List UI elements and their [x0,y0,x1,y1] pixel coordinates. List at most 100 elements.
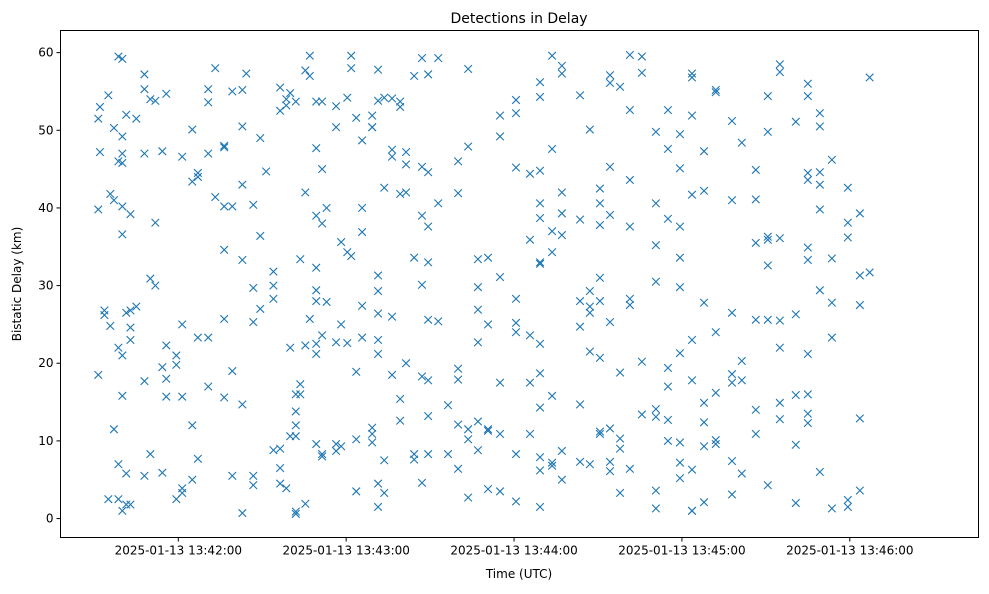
data-point [368,429,377,439]
data-point [301,499,310,508]
data-point [158,147,167,156]
data-point [269,267,278,276]
data-point [615,82,625,91]
data-point [843,183,853,192]
data-point [301,341,310,350]
data-point [675,222,685,231]
data-point [699,498,709,507]
data-point [423,411,433,421]
data-point [140,376,149,386]
data-point [188,421,197,430]
data-point [140,149,149,158]
data-point [737,469,746,478]
data-point [178,320,187,329]
data-point [204,382,213,391]
data-point [387,152,397,161]
data-point [423,449,433,459]
data-point [331,338,341,347]
data-point [146,95,155,104]
data-point [625,50,635,60]
data-point [357,333,367,342]
data-point [118,391,127,401]
data-point [423,376,433,385]
data-point [775,398,785,408]
data-point [409,455,419,464]
data-point [625,222,635,231]
data-point [843,233,853,242]
plot-frame [60,30,979,538]
data-point [204,84,213,94]
data-point [843,495,853,505]
data-point [100,310,109,320]
data-point [815,467,825,477]
data-point [122,308,131,317]
data-point [305,314,314,324]
data-point [525,378,535,387]
data-point [188,125,197,134]
data-point [637,68,647,78]
data-point [751,315,760,324]
data-point [172,351,181,360]
data-point [727,456,737,466]
data-point [663,382,673,391]
y-tick-label: 20 [38,356,53,370]
data-point [193,172,203,182]
y-tick-label: 0 [46,512,54,526]
data-point [511,327,521,337]
data-point [249,471,258,481]
data-point [663,436,673,446]
data-point [535,199,545,208]
data-point [219,143,229,152]
data-point [312,143,321,153]
y-axis-ticks: 0 10 20 30 40 50 60 [38,46,61,526]
data-point [687,190,697,199]
data-point [711,327,720,337]
data-point [109,425,119,434]
data-point [763,261,773,270]
data-point [104,91,113,100]
data-point [204,149,213,158]
data-point [401,147,411,157]
data-point [296,380,305,389]
data-point [637,357,647,366]
data-point [775,60,785,69]
data-point [343,338,352,348]
data-point [803,390,813,399]
data-point [322,297,331,307]
data-point [605,210,615,220]
data-point [453,364,463,373]
data-point [687,376,697,385]
data-point [140,471,149,481]
data-point [463,142,473,151]
data-point [423,258,433,267]
data-point [711,388,720,397]
data-point [763,480,773,490]
y-axis-label: Bistatic Delay (km) [10,227,24,342]
data-point [373,65,383,74]
data-point [312,286,321,295]
data-point [453,375,463,384]
data-point [727,369,737,379]
data-point [256,231,265,241]
data-point [775,67,785,77]
data-point [401,188,411,197]
data-point [495,111,505,120]
data-point [238,180,247,189]
data-point [122,110,131,119]
data-point [114,494,123,504]
data-point [585,308,595,317]
data-point [178,392,187,401]
data-point [151,218,160,227]
data-point [727,378,737,387]
y-tick-label: 50 [38,123,53,137]
data-point [238,122,247,131]
data-point [204,333,213,342]
data-point [511,163,521,172]
data-point [158,468,167,477]
data-point [118,132,127,141]
data-point [535,453,545,462]
data-point [178,488,187,498]
x-tick-label: 2025-01-13 13:44:00 [450,544,577,558]
data-point [483,320,493,329]
